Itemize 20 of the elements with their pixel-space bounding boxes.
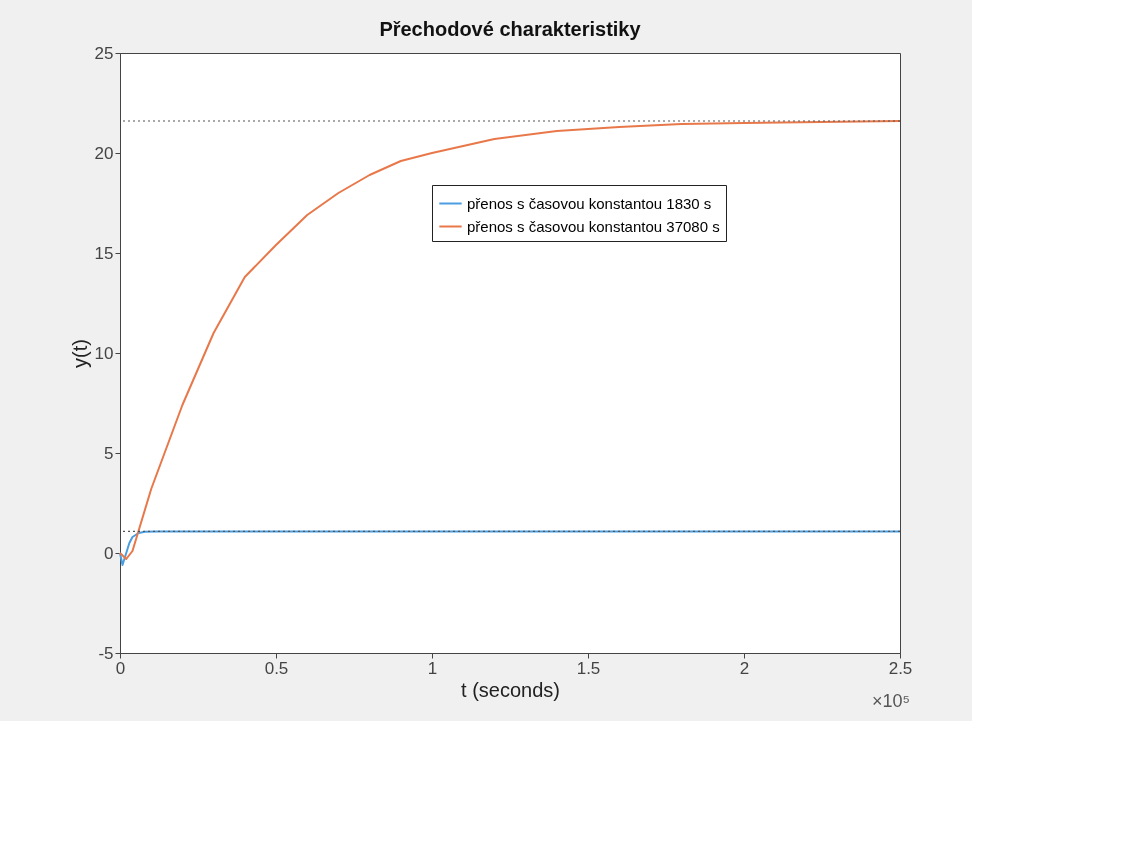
y-tick-label: 15 bbox=[94, 243, 114, 263]
x-tick-label: 1.5 bbox=[576, 658, 601, 678]
y-tick-label: 10 bbox=[94, 343, 114, 363]
x-axis-title: t (seconds) bbox=[461, 678, 560, 701]
line-series bbox=[119, 530, 901, 566]
y-tick-label: -5 bbox=[98, 643, 114, 663]
x-tick-label: 1 bbox=[427, 658, 438, 678]
y-axis-title: y(t) bbox=[68, 339, 91, 368]
x-tick-label: 2.5 bbox=[888, 658, 913, 678]
legend-label: přenos s časovou konstantou 1830 s bbox=[467, 194, 712, 212]
x-tick-label: 2 bbox=[739, 658, 750, 678]
y-tick-label: 20 bbox=[94, 143, 114, 163]
line-series bbox=[119, 120, 901, 560]
chart-title: Přechodové charakteristiky bbox=[379, 18, 642, 40]
y-tick-label: 5 bbox=[104, 443, 114, 463]
y-tick-label: 0 bbox=[104, 543, 114, 563]
legend-label: přenos s časovou konstantou 37080 s bbox=[467, 217, 720, 235]
y-tick-label: 25 bbox=[94, 43, 114, 63]
text: ×10⁵ bbox=[872, 691, 910, 711]
x-tick-label: 0.5 bbox=[264, 658, 289, 678]
